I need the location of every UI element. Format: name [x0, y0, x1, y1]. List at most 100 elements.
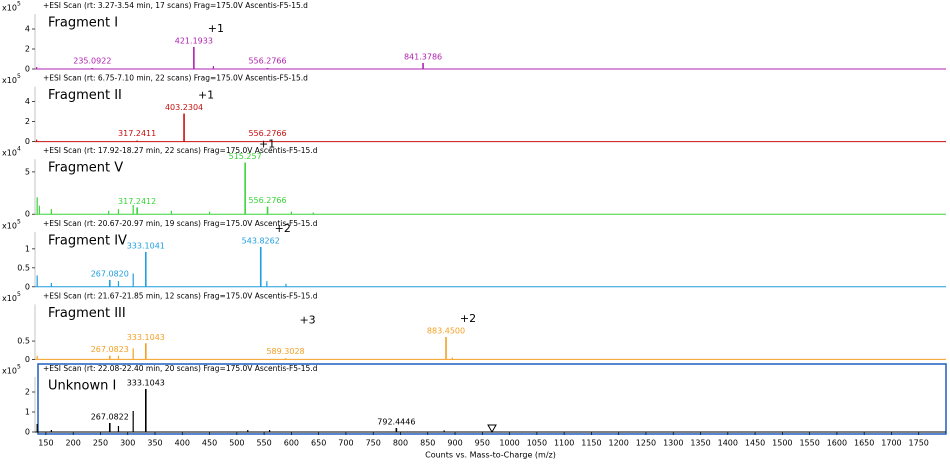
- panel-header: +ESI Scan (rt: 22.08-22.40 min, 20 scans…: [43, 364, 318, 373]
- y-exponent-label: x10: [2, 4, 17, 13]
- x-tick-label: 1100: [554, 439, 574, 448]
- y-tick-label: 2: [25, 117, 30, 126]
- selection-frame: [37, 363, 947, 435]
- panel-name: Fragment V: [48, 161, 123, 176]
- peak-label: 333.1043: [127, 333, 165, 342]
- x-tick-label: 350: [147, 439, 162, 448]
- peak-label: 792.4446: [377, 418, 415, 427]
- charge-label: +1: [259, 138, 275, 151]
- x-tick-label: 1700: [881, 439, 901, 448]
- panel-name: Fragment III: [48, 306, 126, 321]
- peak-label: 883.4500: [427, 327, 465, 336]
- y-tick-label: 0: [25, 282, 30, 291]
- x-tick-label: 1600: [827, 439, 847, 448]
- y-exponent-label: x10: [2, 76, 17, 85]
- x-tick-label: 1650: [854, 439, 874, 448]
- x-tick-label: 950: [475, 439, 490, 448]
- x-tick-label: 1350: [690, 439, 710, 448]
- y-exponent: 5: [17, 218, 21, 225]
- charge-label: +3: [299, 313, 315, 326]
- peak-label: 515.257: [229, 152, 262, 161]
- panel-header: +ESI Scan (rt: 3.27-3.54 min, 17 scans) …: [43, 1, 308, 10]
- y-tick-label: 0: [25, 65, 30, 74]
- panel-header: +ESI Scan (rt: 17.92-18.27 min, 22 scans…: [43, 146, 318, 155]
- peak-label: 556.2766: [248, 57, 286, 66]
- peak-label: 267.0822: [91, 413, 129, 422]
- charge-label: +2: [275, 222, 291, 235]
- x-tick-label: 450: [202, 439, 217, 448]
- y-tick-label: 0: [25, 355, 30, 364]
- panel-name: Unknown I: [48, 379, 116, 394]
- x-tick-label: 1550: [799, 439, 819, 448]
- peak-label: 403.2304: [165, 103, 203, 112]
- y-tick-label: 2: [25, 45, 30, 54]
- peak-label: 589.3028: [266, 347, 304, 356]
- y-exponent-label: x10: [2, 367, 17, 376]
- y-tick-label: 1: [25, 244, 30, 253]
- y-exponent: 5: [17, 291, 21, 298]
- y-exponent-label: x10: [2, 294, 17, 303]
- peak-label: 556.2766: [248, 129, 286, 138]
- y-tick-label: 0: [25, 137, 30, 146]
- peak-label: 556.2766: [248, 196, 286, 205]
- y-tick-label: 0.5: [17, 337, 30, 346]
- peak-label: 317.2411: [118, 129, 156, 138]
- peak-label: 317.2412: [118, 197, 156, 206]
- charge-label: +2: [460, 312, 476, 325]
- panel-header: +ESI Scan (rt: 6.75-7.10 min, 22 scans) …: [43, 74, 308, 83]
- peak-label: 267.0820: [91, 269, 129, 278]
- y-tick-label: 4: [25, 97, 30, 106]
- x-tick-label: 200: [66, 439, 81, 448]
- x-tick-label: 1250: [636, 439, 656, 448]
- panel-header: +ESI Scan (rt: 20.67-20.97 min, 19 scans…: [43, 219, 318, 228]
- y-exponent: 5: [17, 73, 21, 80]
- y-tick-label: 4: [25, 25, 30, 34]
- panel-header: +ESI Scan (rt: 21.67-21.85 min, 12 scans…: [43, 291, 318, 300]
- x-tick-label: 1150: [581, 439, 601, 448]
- peak-label: 267.0823: [91, 345, 129, 354]
- x-tick-label: 300: [120, 439, 135, 448]
- y-tick-label: 2: [25, 388, 30, 397]
- x-tick-label: 700: [338, 439, 353, 448]
- y-exponent: 5: [17, 364, 21, 371]
- y-exponent-label: x10: [2, 149, 17, 158]
- panel-name: Fragment IV: [48, 233, 127, 248]
- panel-name: Fragment II: [48, 88, 122, 103]
- x-tick-label: 800: [393, 439, 408, 448]
- x-tick-label: 900: [447, 439, 462, 448]
- peak-label: 543.8262: [242, 236, 280, 245]
- x-tick-label: 400: [175, 439, 190, 448]
- x-tick-label: 1050: [527, 439, 547, 448]
- y-tick-label: 0: [25, 428, 30, 437]
- peak-label: 235.0922: [73, 57, 111, 66]
- x-tick-label: 1450: [745, 439, 765, 448]
- x-tick-label: 650: [311, 439, 326, 448]
- x-tick-label: 1500: [772, 439, 792, 448]
- y-exponent: 4: [17, 146, 21, 153]
- x-tick-label: 750: [366, 439, 381, 448]
- x-tick-label: 500: [229, 439, 244, 448]
- peak-label: 841.3786: [404, 53, 442, 62]
- x-tick-label: 1750: [909, 439, 929, 448]
- panel-name: Fragment I: [48, 16, 118, 31]
- x-tick-label: 150: [38, 439, 53, 448]
- x-axis-title: Counts vs. Mass-to-Charge (m/z): [425, 451, 556, 460]
- y-exponent: 5: [17, 1, 21, 8]
- peak-label: 421.1933: [175, 37, 213, 46]
- x-tick-label: 1400: [718, 439, 738, 448]
- charge-label: +1: [208, 22, 224, 35]
- y-tick-label: 0: [25, 210, 30, 219]
- peak-label: 333.1043: [127, 379, 165, 388]
- y-tick-label: 1: [25, 408, 30, 417]
- x-tick-label: 850: [420, 439, 435, 448]
- charge-label: +1: [198, 89, 214, 102]
- x-tick-label: 1000: [499, 439, 519, 448]
- x-tick-label: 250: [93, 439, 108, 448]
- y-tick-label: 5: [25, 167, 30, 176]
- peak-label: 333.1041: [127, 241, 165, 250]
- precursor-marker: [487, 424, 497, 434]
- x-tick-label: 600: [284, 439, 299, 448]
- y-exponent-label: x10: [2, 221, 17, 230]
- y-tick-label: 0.5: [17, 263, 30, 272]
